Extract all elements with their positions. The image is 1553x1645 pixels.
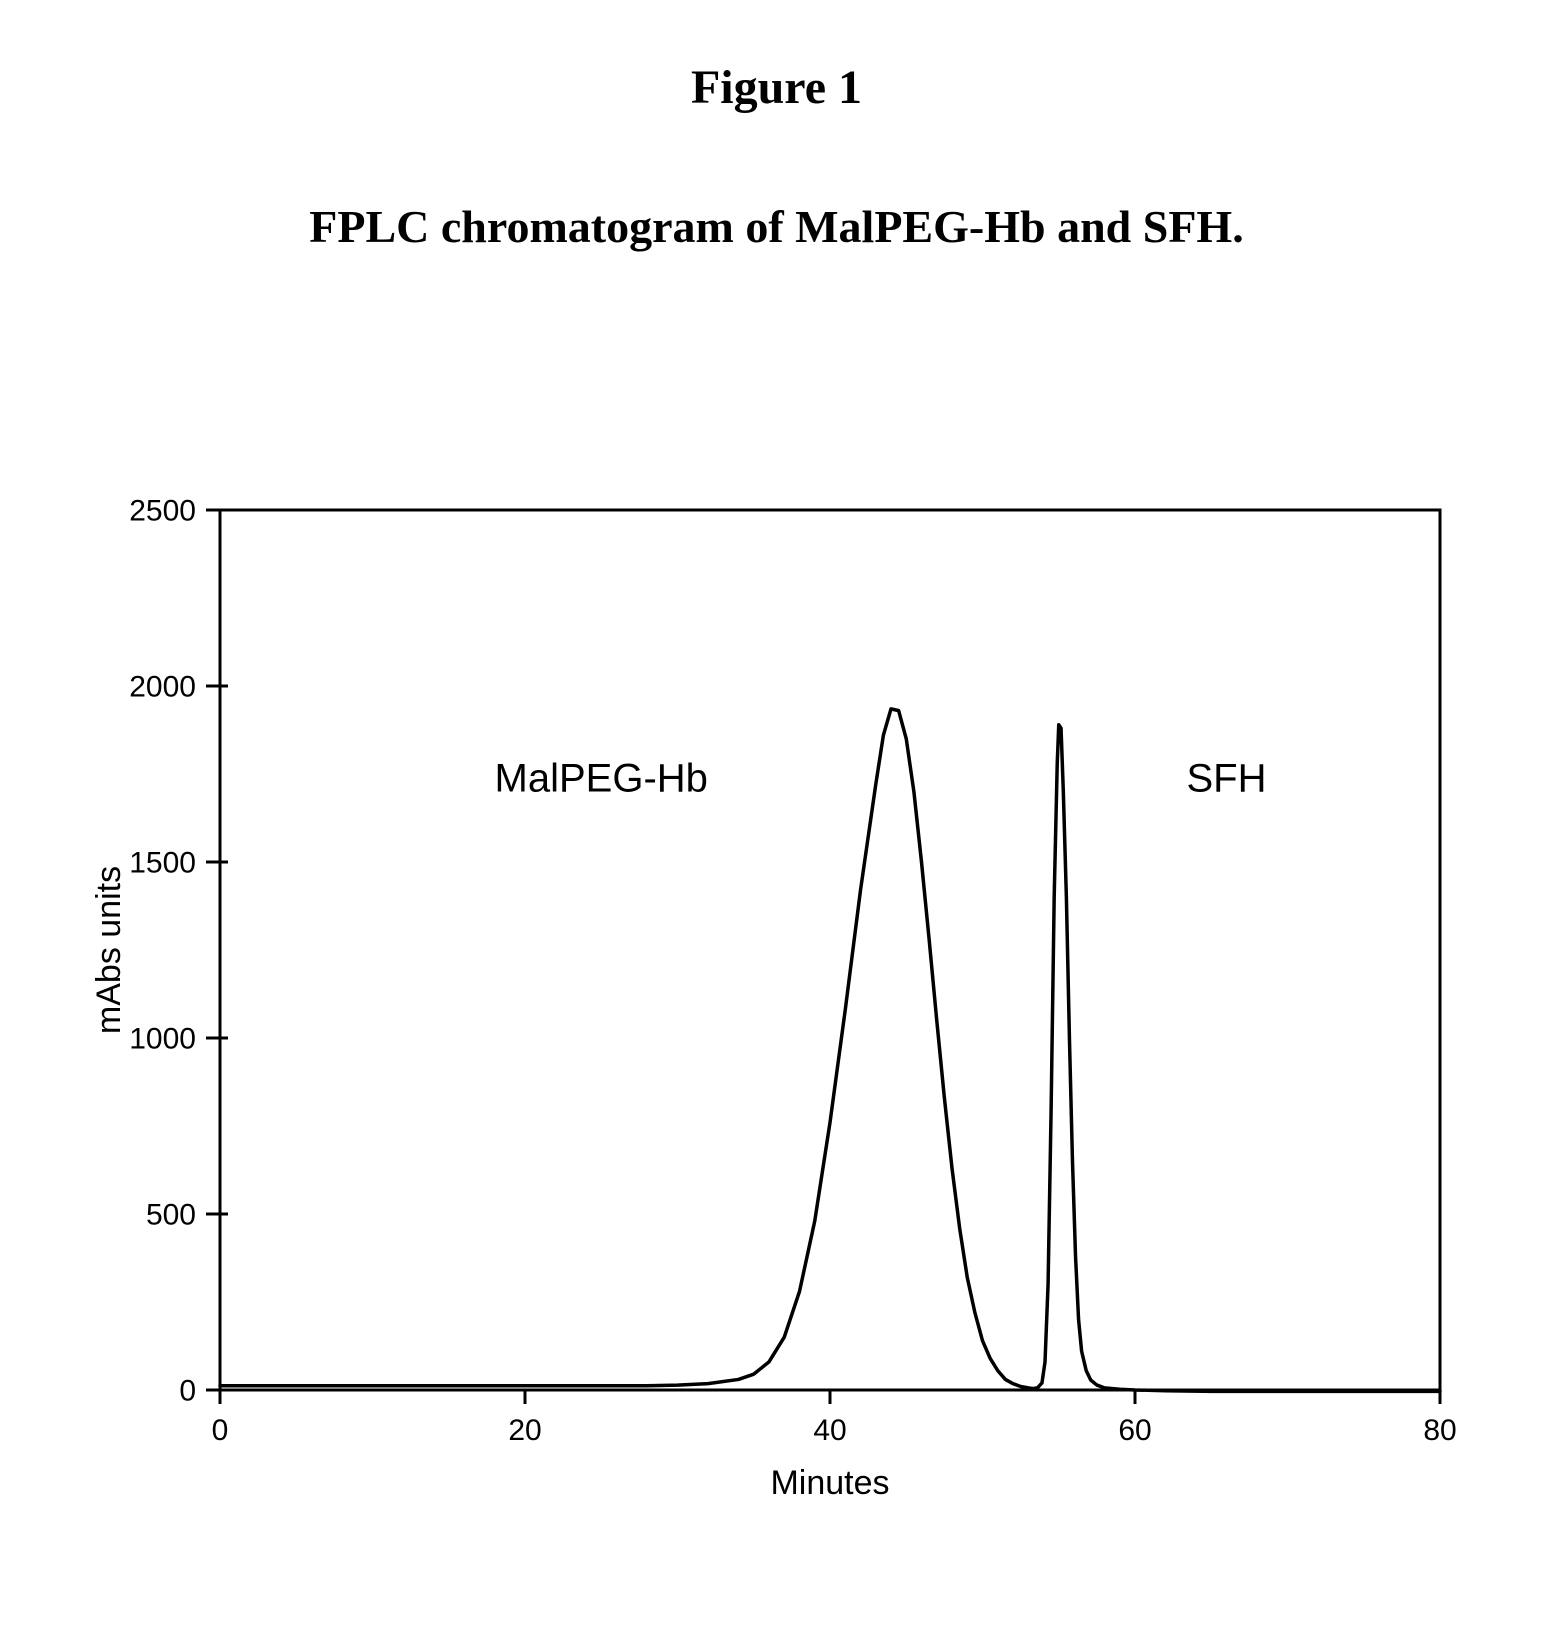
figure-number: Figure 1 [0,60,1553,115]
y-tick-label: 1000 [129,1023,196,1056]
annotation-label: MalPEG-Hb [495,757,708,801]
page: Figure 1 FPLC chromatogram of MalPEG-Hb … [0,0,1553,1645]
x-axis-label: Minutes [770,1464,889,1502]
x-tick-label: 0 [212,1414,229,1447]
x-tick-label: 80 [1423,1414,1456,1447]
x-tick-label: 60 [1118,1414,1151,1447]
chart-svg: 0 20 40 60 80 0 500 1000 1500 2000 2500 Minutes mAbs… [90,490,1470,1520]
plot-border [220,510,1440,1390]
y-tick-label: 2500 [129,495,196,528]
y-tick-label: 2000 [129,671,196,704]
annotation-label: SFH [1187,757,1267,801]
chromatogram-chart: 0 20 40 60 80 0 500 1000 1500 2000 2500 Minutes mAbs… [90,490,1470,1520]
y-tick-label: 0 [179,1375,196,1408]
y-tick-label: 1500 [129,847,196,880]
x-tick-label: 40 [813,1414,846,1447]
x-tick-label: 20 [508,1414,541,1447]
y-tick-label: 500 [146,1199,196,1232]
figure-caption: FPLC chromatogram of MalPEG-Hb and SFH. [0,200,1553,253]
y-axis-label: mAbs units [90,866,128,1034]
